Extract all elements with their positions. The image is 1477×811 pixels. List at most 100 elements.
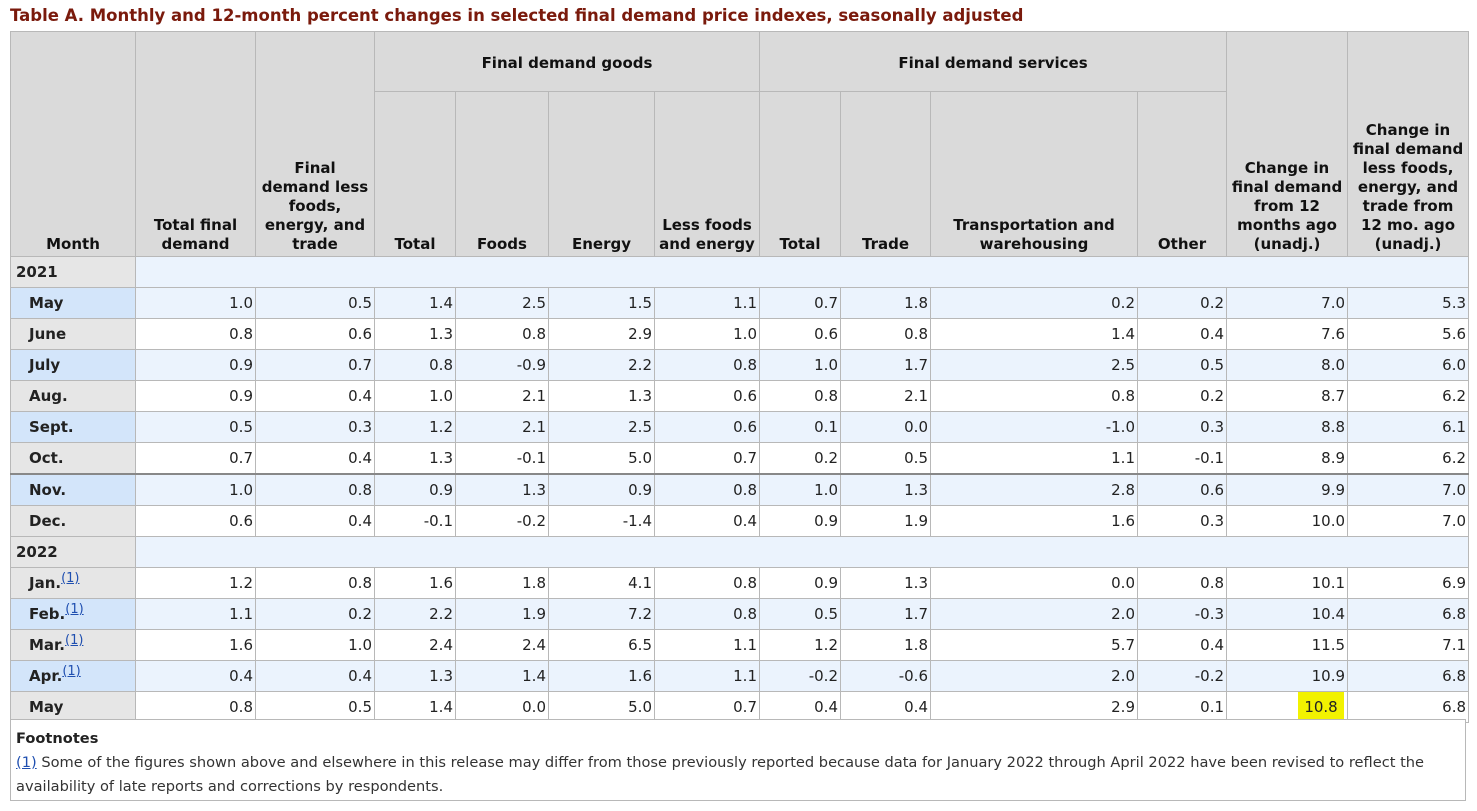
footnote-ref-link[interactable]: (1) [65, 633, 84, 648]
value-cell: 0.1 [759, 411, 841, 443]
value-cell: 7.6 [1226, 318, 1349, 350]
value-cell: 0.6 [654, 380, 760, 412]
value-cell: 7.0 [1347, 473, 1470, 506]
value-cell: 0.4 [759, 691, 841, 723]
month-label: Mar. [29, 636, 66, 654]
value-cell: 0.5 [840, 442, 931, 475]
value-cell: 1.4 [374, 287, 456, 319]
year-row-2022-label: 2022 [10, 536, 136, 568]
value-cell: 1.1 [135, 598, 256, 630]
footnote-ref-link[interactable]: (1) [62, 664, 81, 679]
value-cell: 0.7 [654, 691, 760, 723]
value-cell: 0.5 [759, 598, 841, 630]
value-cell: -0.2 [1136, 660, 1228, 692]
value-cell: 2.5 [548, 411, 655, 443]
value-cell: -0.1 [455, 442, 549, 475]
value-cell: 1.4 [930, 318, 1138, 350]
month-cell: May [10, 287, 136, 319]
header-group-goods: Final demand goods [374, 31, 760, 92]
month-label: Dec. [29, 512, 67, 530]
value-cell: -0.3 [1136, 598, 1228, 630]
value-cell: 0.6 [1136, 473, 1228, 506]
value-cell: 0.3 [1136, 505, 1228, 537]
value-cell: 1.3 [455, 473, 549, 506]
value-cell: 7.0 [1347, 505, 1470, 537]
month-label: Nov. [29, 481, 67, 499]
footnote-ref-link[interactable]: (1) [65, 602, 84, 617]
value-cell: 1.3 [374, 442, 456, 475]
value-cell: 6.1 [1347, 411, 1470, 443]
value-cell: 10.9 [1226, 660, 1349, 692]
value-cell: 0.8 [455, 318, 549, 350]
value-cell: 0.6 [759, 318, 841, 350]
table-row: May 1.0 0.5 1.4 2.5 1.5 1.1 0.7 1.8 0.2 0.2 7.0 5.3 [10, 287, 1470, 319]
value-cell: 2.0 [930, 598, 1138, 630]
year-row-2022: 2022 [10, 536, 1470, 568]
value-cell: -0.6 [840, 660, 931, 692]
value-cell: 0.4 [135, 660, 256, 692]
value-cell: 6.2 [1347, 380, 1470, 412]
month-cell: Aug. [10, 380, 136, 412]
footnote-ref-link[interactable]: (1) [61, 571, 80, 586]
value-cell: 5.6 [1347, 318, 1470, 350]
value-cell: 1.6 [374, 567, 456, 599]
value-cell: 1.2 [374, 411, 456, 443]
table-row: May 0.8 0.5 1.4 0.0 5.0 0.7 0.4 0.4 2.9 0.1 10.8 6.8 [10, 691, 1470, 723]
footnote-1-link[interactable]: (1) [16, 754, 37, 771]
value-cell: 1.0 [759, 349, 841, 381]
year-row-2021-label: 2021 [10, 256, 136, 288]
value-cell: 4.1 [548, 567, 655, 599]
value-cell: 0.2 [255, 598, 375, 630]
month-cell: Sept. [10, 411, 136, 443]
month-label: May [29, 294, 64, 312]
value-cell: 0.3 [1136, 411, 1228, 443]
value-cell: 0.1 [1136, 691, 1228, 723]
value-cell: 0.8 [759, 380, 841, 412]
footnote-1-text: Some of the figures shown above and else… [16, 754, 1425, 795]
month-cell: Feb.(1) [10, 598, 136, 630]
value-cell: 1.2 [759, 629, 841, 661]
value-cell: 8.9 [1226, 442, 1349, 475]
value-cell: 2.5 [930, 349, 1138, 381]
value-cell: 5.0 [548, 442, 655, 475]
header-month: Month [10, 31, 136, 257]
value-cell: 0.4 [255, 442, 375, 475]
value-cell: 0.4 [255, 380, 375, 412]
value-cell: 1.7 [840, 598, 931, 630]
table-body: 2021 May 1.0 0.5 1.4 2.5 1.5 1.1 0.7 1.8 0.2 0.2 7.0… [10, 256, 1470, 723]
month-cell: Dec. [10, 505, 136, 537]
value-cell: 2.4 [374, 629, 456, 661]
month-label: May [29, 698, 64, 716]
value-cell: 0.3 [255, 411, 375, 443]
value-cell: 0.4 [255, 660, 375, 692]
value-cell: 0.5 [1136, 349, 1228, 381]
table-row: Nov. 1.0 0.8 0.9 1.3 0.9 0.8 1.0 1.3 2.8 0.6 9.9 7.0 [10, 473, 1470, 506]
price-index-table: Month Total final demand Final demand le… [10, 31, 1470, 723]
year-row-2021-fill [134, 256, 1470, 288]
header-fd-less-foods-energy-trade: Final demand less foods, energy, and tra… [255, 31, 375, 257]
value-cell: 2.9 [548, 318, 655, 350]
value-cell: 0.8 [840, 318, 931, 350]
value-cell: 0.8 [654, 567, 760, 599]
value-cell: -0.2 [759, 660, 841, 692]
value-cell: 1.3 [840, 567, 931, 599]
value-cell: 8.8 [1226, 411, 1349, 443]
value-cell: 8.0 [1226, 349, 1349, 381]
value-cell: 2.1 [840, 380, 931, 412]
month-cell: June [10, 318, 136, 350]
value-cell: 0.4 [1136, 318, 1228, 350]
value-cell: 5.7 [930, 629, 1138, 661]
value-cell: 1.8 [840, 629, 931, 661]
value-cell: 7.2 [548, 598, 655, 630]
value-cell: 2.1 [455, 411, 549, 443]
value-cell: 1.0 [255, 629, 375, 661]
value-cell: 0.2 [1136, 380, 1228, 412]
value-cell: 1.0 [654, 318, 760, 350]
value-cell: 0.2 [1136, 287, 1228, 319]
table-caption: Table A. Monthly and 12-month percent ch… [10, 6, 1024, 25]
value-cell: 0.5 [135, 411, 256, 443]
value-cell: 0.9 [135, 380, 256, 412]
month-label: Aug. [29, 387, 68, 405]
value-cell: 7.0 [1226, 287, 1349, 319]
month-label: June [29, 325, 67, 343]
